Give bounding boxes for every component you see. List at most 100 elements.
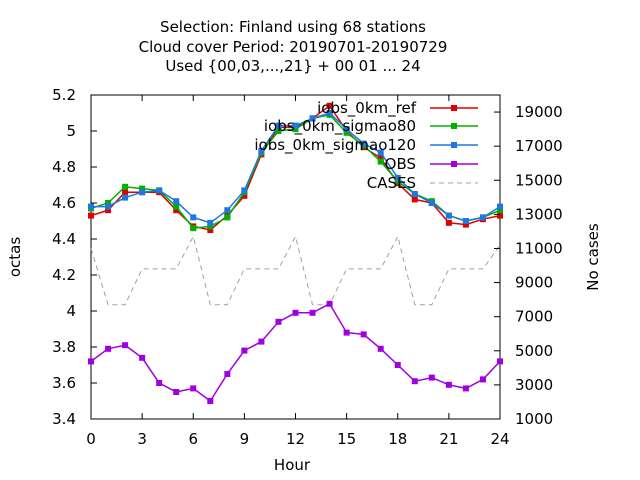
data-point-obs bbox=[343, 329, 350, 336]
data-point-iobs-0km-sigmao120 bbox=[207, 219, 214, 226]
data-point-iobs-0km-sigmao80 bbox=[173, 203, 180, 210]
data-point-iobs-0km-sigmao120 bbox=[497, 203, 503, 210]
data-point-obs bbox=[309, 309, 316, 316]
data-point-obs bbox=[411, 378, 418, 385]
data-point-iobs-0km-sigmao120 bbox=[241, 187, 248, 194]
data-point-iobs-0km-ref bbox=[445, 219, 452, 226]
legend-marker-obs bbox=[451, 161, 457, 167]
data-point-obs bbox=[360, 331, 367, 338]
data-point-obs bbox=[190, 385, 197, 392]
data-point-iobs-0km-sigmao120 bbox=[360, 140, 367, 147]
y2-tick-label: 9000 bbox=[515, 274, 553, 292]
legend: iobs_0km_refiobs_0km_sigmao80iobs_0km_si… bbox=[254, 99, 478, 192]
series-line-cases bbox=[90, 235, 501, 306]
y-tick-label: 4.2 bbox=[52, 266, 76, 284]
data-point-iobs-0km-sigmao120 bbox=[445, 212, 452, 219]
x-tick-label: 3 bbox=[137, 430, 147, 448]
data-point-iobs-0km-ref bbox=[241, 192, 248, 199]
data-point-obs bbox=[497, 358, 503, 365]
x-tick-label: 12 bbox=[286, 430, 305, 448]
data-point-iobs-0km-sigmao120 bbox=[139, 189, 146, 196]
data-point-iobs-0km-sigmao80 bbox=[122, 183, 129, 190]
data-point-iobs-0km-ref bbox=[462, 221, 469, 228]
data-point-iobs-0km-sigmao120 bbox=[428, 200, 435, 206]
legend-label-iobs-0km-sigmao120: iobs_0km_sigmao120 bbox=[254, 136, 416, 155]
data-point-obs bbox=[258, 338, 265, 345]
y-axis-label: octas bbox=[6, 237, 24, 277]
data-point-obs bbox=[479, 376, 486, 383]
data-point-iobs-0km-sigmao120 bbox=[394, 174, 401, 181]
data-point-iobs-0km-sigmao80 bbox=[377, 158, 384, 165]
data-point-iobs-0km-sigmao120 bbox=[377, 149, 384, 156]
x-tick-label: 0 bbox=[86, 430, 96, 448]
y-tick-label: 5.2 bbox=[52, 86, 76, 104]
series-line-obs bbox=[90, 302, 501, 403]
data-point-obs bbox=[173, 389, 180, 395]
x-tick-label: 18 bbox=[388, 430, 407, 448]
legend-label-obs: OBS bbox=[385, 155, 416, 173]
data-point-iobs-0km-sigmao80 bbox=[343, 129, 350, 136]
data-point-iobs-0km-sigmao80 bbox=[292, 126, 299, 133]
data-point-iobs-0km-ref bbox=[326, 102, 333, 109]
y2-axis-label: No cases bbox=[584, 223, 602, 291]
data-point-iobs-0km-sigmao120 bbox=[173, 198, 180, 205]
y-tick-label: 3.8 bbox=[52, 338, 76, 356]
x-tick-label: 24 bbox=[490, 430, 509, 448]
data-point-iobs-0km-sigmao80 bbox=[275, 128, 282, 134]
data-point-obs bbox=[241, 347, 248, 354]
data-point-iobs-0km-sigmao120 bbox=[479, 214, 486, 221]
data-point-iobs-0km-ref bbox=[88, 212, 94, 219]
y2-tick-label: 1000 bbox=[515, 410, 553, 428]
data-point-obs bbox=[224, 371, 231, 377]
legend-label-cases: CASES bbox=[367, 174, 416, 192]
chart-title-line-2: Cloud cover Period: 20190701-20190729 bbox=[139, 38, 448, 56]
data-point-obs bbox=[326, 300, 333, 307]
legend-marker-iobs-0km-sigmao120 bbox=[451, 142, 457, 148]
y-tick-label: 3.4 bbox=[52, 410, 76, 428]
data-point-obs bbox=[462, 385, 469, 392]
data-point-iobs-0km-sigmao120 bbox=[343, 126, 350, 133]
x-tick-label: 15 bbox=[337, 430, 356, 448]
data-point-iobs-0km-sigmao120 bbox=[224, 207, 231, 214]
data-point-obs bbox=[207, 398, 214, 404]
x-tick-label: 9 bbox=[240, 430, 250, 448]
chart-title-line-3: Used {00,03,...,21} + 00 01 ... 24 bbox=[165, 57, 420, 75]
data-point-iobs-0km-sigmao120 bbox=[462, 218, 469, 224]
series-layer bbox=[88, 102, 503, 404]
data-point-obs bbox=[377, 345, 384, 352]
data-point-iobs-0km-ref bbox=[207, 227, 214, 233]
y2-tick-label: 13000 bbox=[515, 205, 563, 223]
data-point-obs bbox=[428, 374, 435, 381]
y2-tick-label: 17000 bbox=[515, 137, 563, 155]
data-point-iobs-0km-sigmao120 bbox=[411, 191, 418, 197]
data-point-iobs-0km-sigmao80 bbox=[105, 200, 112, 206]
data-point-iobs-0km-sigmao120 bbox=[190, 214, 197, 221]
x-tick-label: 6 bbox=[188, 430, 198, 448]
y-tick-label: 3.6 bbox=[52, 374, 76, 392]
y2-tick-label: 3000 bbox=[515, 376, 553, 394]
data-point-iobs-0km-ref bbox=[497, 212, 503, 219]
y-tick-label: 4 bbox=[66, 302, 76, 320]
data-point-iobs-0km-sigmao80 bbox=[139, 185, 146, 192]
data-point-iobs-0km-ref bbox=[122, 189, 129, 196]
y2-tick-label: 7000 bbox=[515, 308, 553, 326]
data-point-obs bbox=[105, 345, 112, 352]
data-point-obs bbox=[394, 362, 401, 368]
data-point-obs bbox=[139, 354, 146, 361]
data-point-iobs-0km-sigmao120 bbox=[309, 115, 316, 122]
y2-tick-label: 11000 bbox=[515, 239, 563, 257]
legend-label-iobs-0km-sigmao80: iobs_0km_sigmao80 bbox=[264, 117, 416, 136]
data-point-iobs-0km-sigmao120 bbox=[122, 194, 129, 201]
data-point-iobs-0km-sigmao80 bbox=[190, 225, 197, 232]
data-point-iobs-0km-sigmao80 bbox=[497, 207, 503, 214]
data-point-iobs-0km-sigmao120 bbox=[275, 122, 282, 129]
y2-tick-label: 15000 bbox=[515, 171, 563, 189]
y-tick-label: 5 bbox=[66, 122, 76, 140]
data-point-iobs-0km-sigmao120 bbox=[292, 122, 299, 129]
legend-marker-iobs-0km-sigmao80 bbox=[451, 123, 457, 129]
x-tick-label: 21 bbox=[439, 430, 458, 448]
y-tick-label: 4.8 bbox=[52, 158, 76, 176]
ticks-layer: 0 3 6 9 12 15 18 21 24 3.4 3.6 3.8 4 4.2 4.4 4.6 4.8 5 5.2… bbox=[52, 86, 563, 448]
data-point-iobs-0km-sigmao120 bbox=[326, 110, 333, 116]
